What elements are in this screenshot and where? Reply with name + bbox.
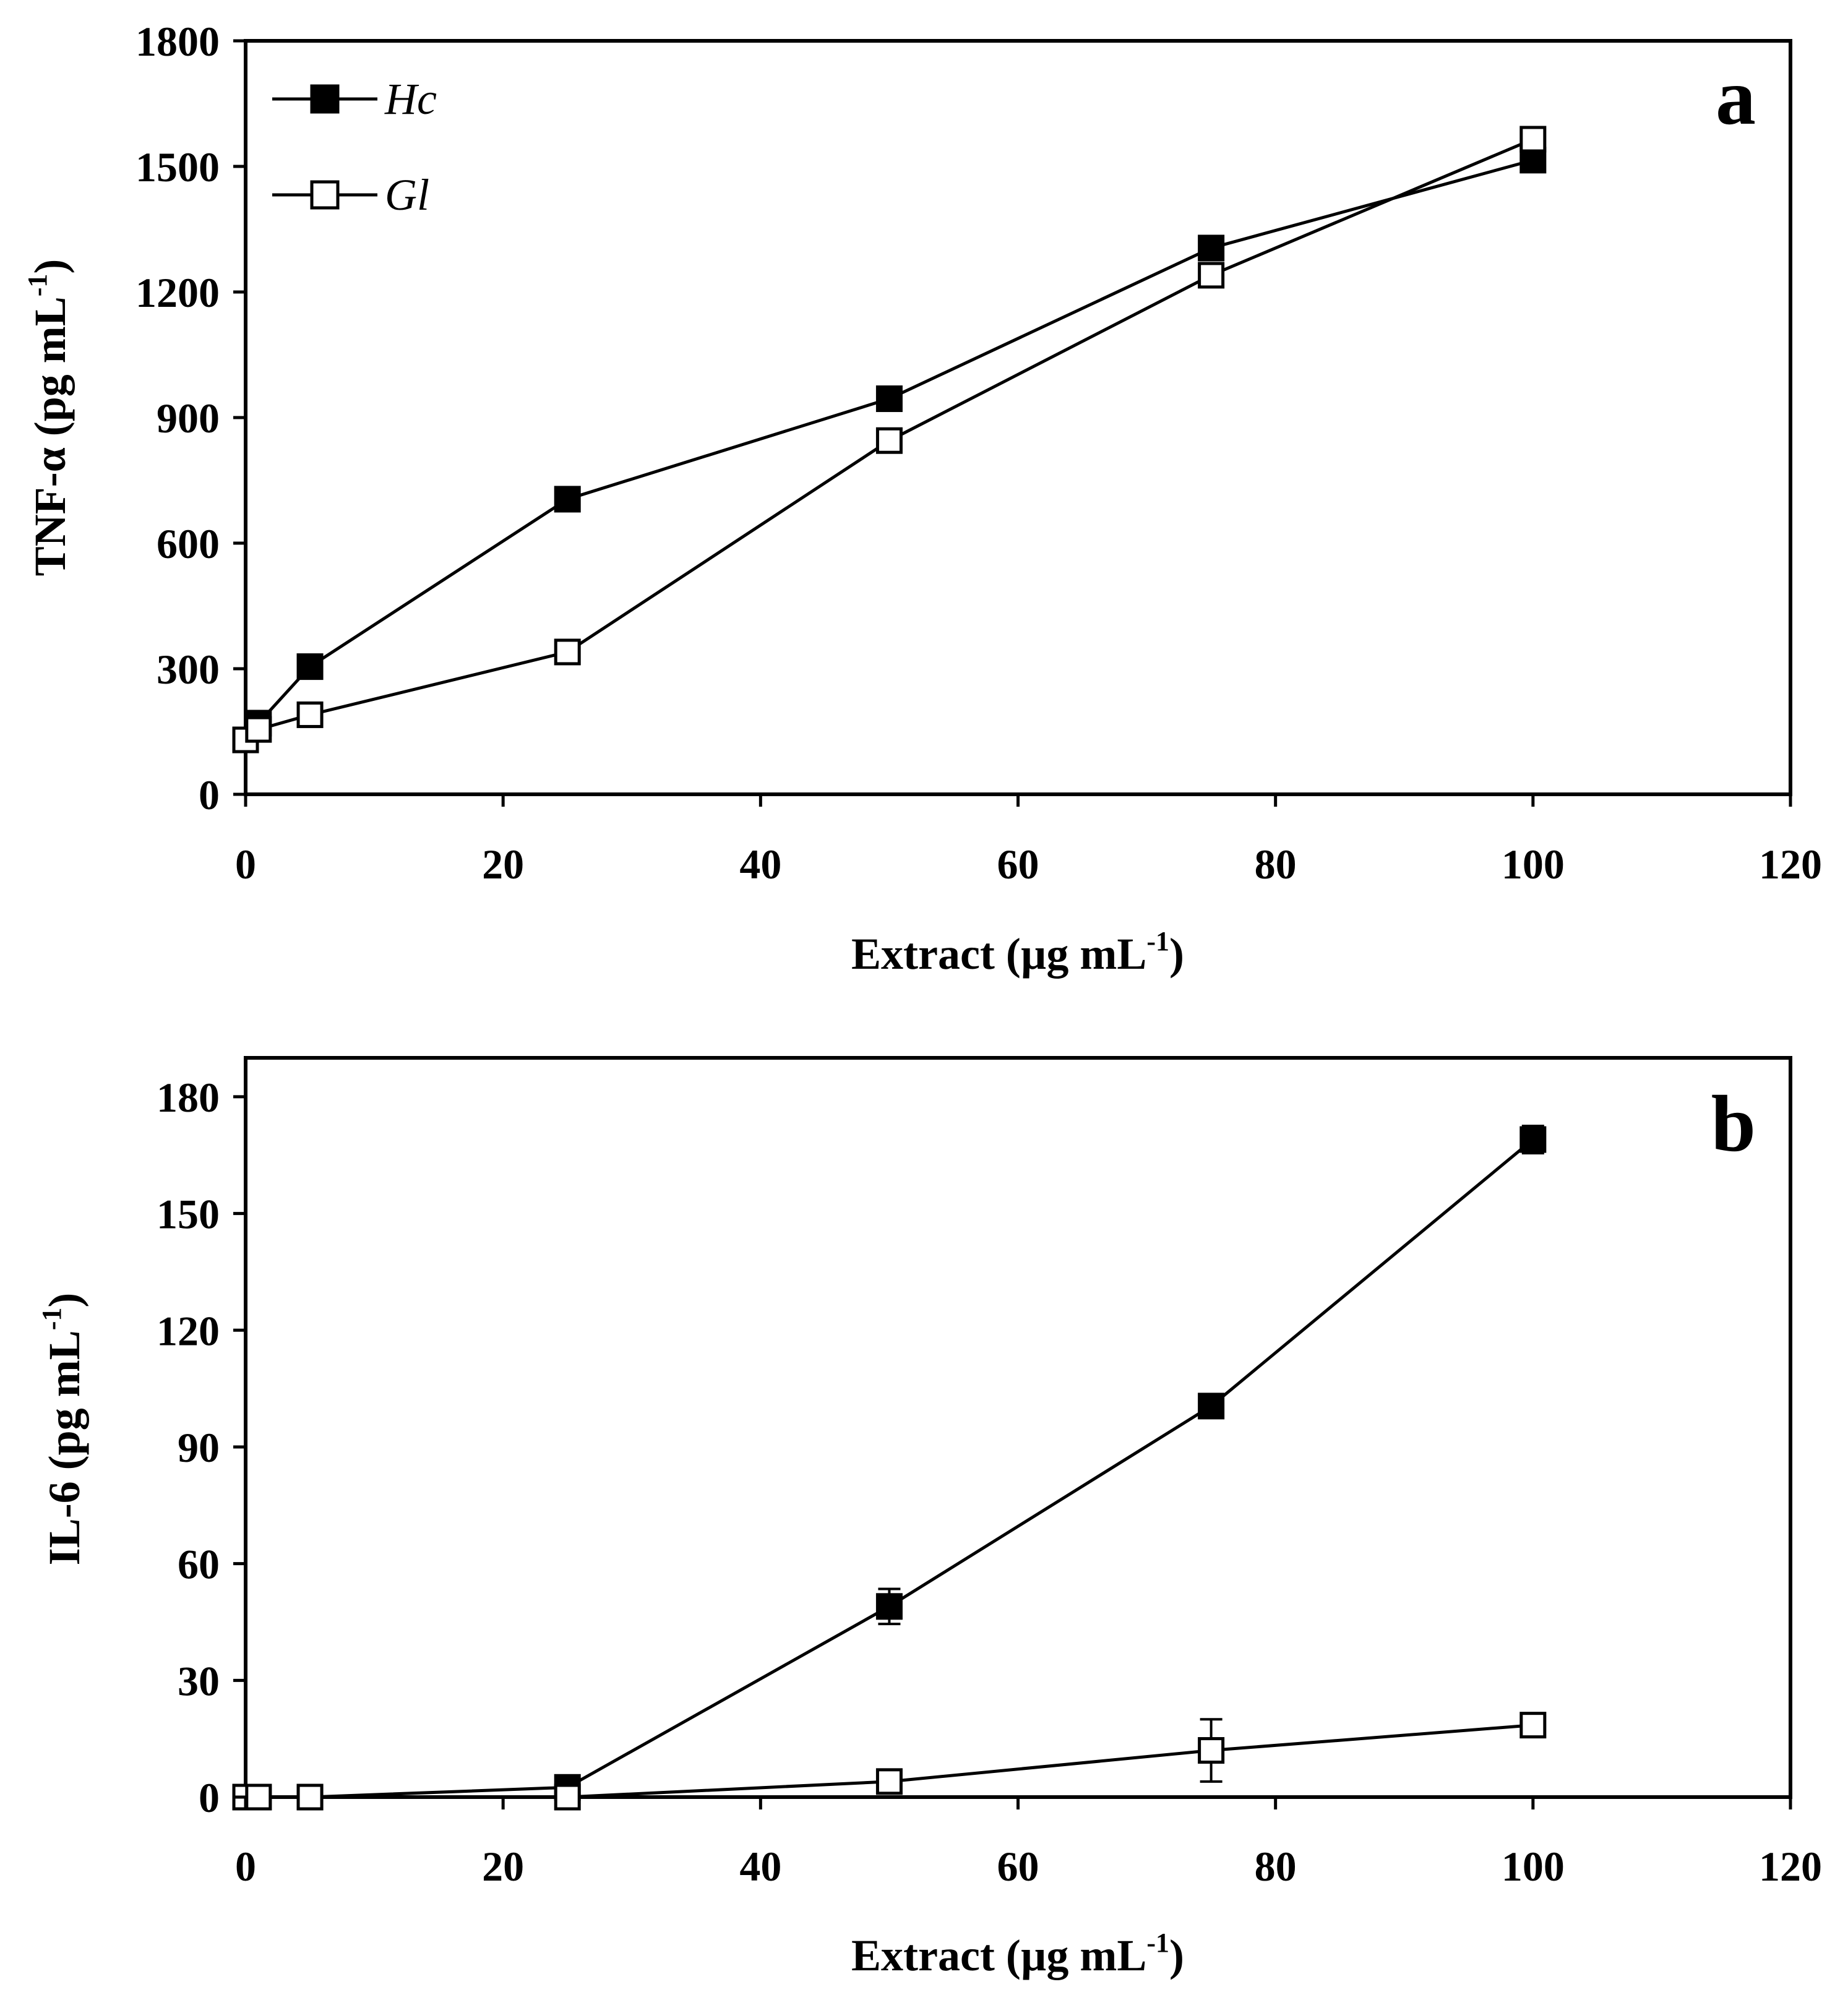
x-tick-label: 0 xyxy=(235,1843,256,1890)
data-point-hc xyxy=(875,385,903,413)
y-axis-label: TNF-α (pg mL-1) xyxy=(22,259,75,577)
x-axis-label: Extract (µg mL-1) xyxy=(851,1928,1184,1980)
data-point-gl xyxy=(1519,1712,1547,1739)
y-tick-label: 30 xyxy=(178,1657,220,1704)
x-tick-label: 80 xyxy=(1255,841,1297,888)
data-point-hc xyxy=(1519,1126,1547,1153)
data-point-hc xyxy=(1198,234,1225,262)
legend-label-gl: Gl xyxy=(385,170,429,220)
data-point-hc xyxy=(554,486,581,513)
y-tick-label: 90 xyxy=(178,1424,220,1471)
x-tick-label: 120 xyxy=(1759,841,1822,888)
data-point-gl xyxy=(1198,1737,1225,1764)
data-point-gl xyxy=(245,716,272,743)
data-point-gl xyxy=(875,427,903,454)
data-point-gl xyxy=(1519,126,1547,153)
y-tick-label: 300 xyxy=(157,646,220,693)
x-tick-label: 40 xyxy=(739,841,781,888)
x-tick-label: 60 xyxy=(997,841,1039,888)
x-tick-label: 80 xyxy=(1255,1843,1297,1890)
panel-b-il-6: 0 20 40 60 80 100 120 0 30 60 90 120 150 180 b Extrac… xyxy=(37,1056,1822,1980)
y-tick-label: 1500 xyxy=(135,144,220,191)
data-point-gl xyxy=(1198,262,1225,289)
data-point-hc xyxy=(296,653,324,680)
x-tick-label: 60 xyxy=(997,1843,1039,1890)
data-point-gl xyxy=(296,701,324,728)
x-tick-label: 20 xyxy=(482,841,524,888)
legend-label-hc: Hc xyxy=(384,74,437,124)
y-tick-label: 1800 xyxy=(135,18,220,65)
data-point-gl xyxy=(554,1783,581,1811)
data-point-gl xyxy=(875,1768,903,1795)
legend-entry-hc: Hc xyxy=(272,74,437,124)
data-point-gl xyxy=(554,638,581,666)
y-tick-label: 120 xyxy=(157,1307,220,1354)
plot-frame xyxy=(244,1056,1792,1799)
x-tick-label: 100 xyxy=(1502,1843,1565,1890)
data-point-gl xyxy=(245,1783,272,1811)
y-tick-label: 60 xyxy=(178,1541,220,1588)
data-point-hc xyxy=(875,1593,903,1620)
y-tick-label: 150 xyxy=(157,1191,220,1238)
x-tick-label: 0 xyxy=(235,841,256,888)
y-tick-label: 600 xyxy=(157,520,220,567)
legend-entry-gl: Gl xyxy=(272,170,429,220)
x-tick-label: 40 xyxy=(739,1843,781,1890)
y-tick-label: 900 xyxy=(157,395,220,442)
data-point-gl xyxy=(296,1783,324,1811)
plot-frame xyxy=(244,39,1792,796)
y-tick-label: 180 xyxy=(157,1074,220,1121)
legend: Hc Gl xyxy=(272,74,437,220)
panel-letter-b: b xyxy=(1711,1079,1756,1169)
y-tick-label: 0 xyxy=(199,1774,220,1821)
panel-letter-a: a xyxy=(1716,53,1756,142)
legend-marker-hc xyxy=(310,84,340,114)
x-tick-label: 20 xyxy=(482,1843,524,1890)
x-tick-label: 100 xyxy=(1502,841,1565,888)
x-axis-label: Extract (µg mL-1) xyxy=(851,926,1184,979)
y-axis-label: IL-6 (pg mL-1) xyxy=(37,1293,89,1566)
x-tick-label: 120 xyxy=(1759,1843,1822,1890)
y-tick-label: 1200 xyxy=(135,269,220,316)
series-line-hc xyxy=(246,1138,1534,1799)
data-point-hc xyxy=(1198,1393,1225,1420)
y-tick-label: 0 xyxy=(199,771,220,818)
legend-marker-gl xyxy=(310,180,340,210)
